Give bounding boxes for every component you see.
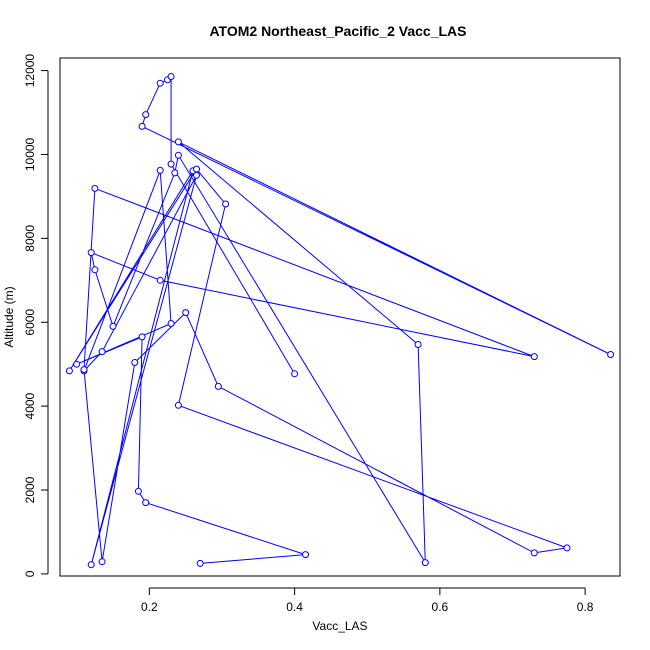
data-point [138,333,146,341]
data-point [302,551,309,559]
data-point [214,382,222,390]
series-group [68,75,611,565]
data-point [87,249,95,257]
data-point [109,322,117,330]
data-point [91,184,99,192]
data-point [65,367,73,375]
data-point [182,309,190,317]
data-point [174,151,182,159]
data-point [421,559,429,567]
x-tick-label: 0.8 [577,600,594,614]
data-point [193,165,200,173]
data-point [167,160,175,168]
y-axis: 0 2000 4000 6000 8000 10000 12000 [23,54,49,577]
data-point [131,359,139,366]
data-point [80,366,88,374]
data-point [174,401,182,409]
data-point [222,200,230,208]
data-point [563,544,571,552]
data-point [167,320,175,327]
chart-title: ATOM2 Northeast_Pacific_2 Vacc_LAS [209,23,466,39]
x-axis-label: Vacc_LAS [312,619,367,633]
data-point [156,79,164,87]
data-point [142,111,150,119]
x-tick-label: 0.4 [286,600,303,614]
y-tick-label: 2000 [23,476,37,503]
data-point [414,341,422,348]
data-point [171,169,179,177]
y-axis-label: Altitude (m) [2,286,16,347]
data-point [156,276,164,284]
series-line [68,75,611,565]
data-point [87,561,95,569]
data-point [174,138,182,146]
data-point [530,353,538,361]
data-point [142,499,150,507]
data-point [98,348,106,356]
data-point [134,487,142,495]
plot-frame [59,57,621,577]
data-point [167,73,175,80]
points-group [65,73,615,569]
y-tick-label: 6000 [23,309,37,336]
data-point [530,549,538,557]
data-point [291,370,299,378]
data-point [73,360,81,368]
data-point [91,266,99,274]
x-tick-label: 0.6 [432,600,449,614]
data-point [196,559,204,567]
data-point [98,558,106,566]
y-tick-label: 4000 [23,392,37,419]
y-tick-label: 12000 [23,54,37,88]
y-tick-label: 8000 [23,225,37,252]
x-tick-label: 0.2 [141,600,158,614]
x-axis: 0.2 0.4 0.6 0.8 [141,587,594,614]
data-point [138,122,146,130]
y-tick-label: 10000 [23,137,37,171]
data-point [607,351,615,358]
y-tick-label: 0 [23,570,37,577]
data-point [156,166,164,174]
